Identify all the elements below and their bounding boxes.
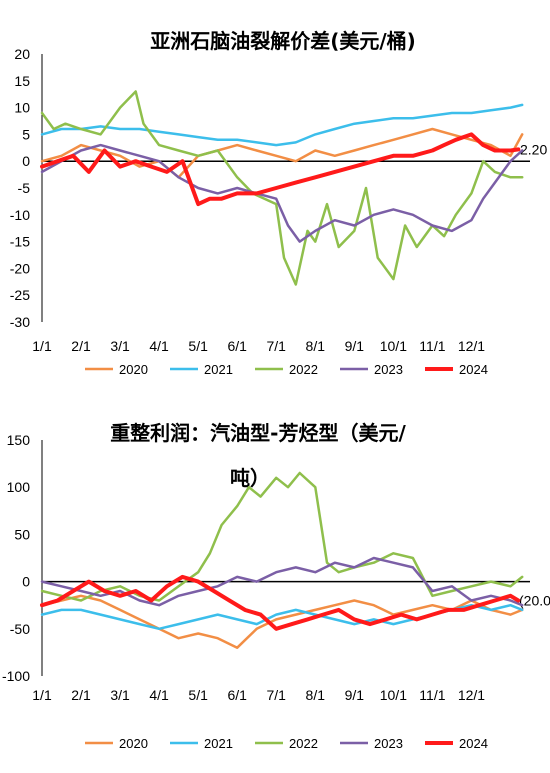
chart2-title-line1: 重整利润：汽油型-芳烃型（美元/ [110,421,406,445]
x-tick-label: 4/1 [149,687,169,703]
x-tick-label: 1/1 [32,338,52,354]
x-tick-label: 12/1 [458,338,485,354]
x-tick-label: 3/1 [110,687,130,703]
y-tick-label: 15 [14,73,30,89]
x-tick-label: 4/1 [149,338,169,354]
series-line-2021 [40,103,524,147]
chart2-series-lines [40,471,524,649]
y-tick-label: 5 [22,126,30,142]
x-tick-label: 2/1 [71,338,91,354]
series-line-2024 [40,132,521,207]
x-tick-label: 10/1 [380,338,407,354]
legend-label-2020: 2020 [119,736,148,751]
y-tick-label: 150 [7,432,31,448]
x-tick-label: 8/1 [306,687,326,703]
series-line-2020 [40,127,524,179]
legend-label-2023: 2023 [374,362,403,377]
x-tick-label: 1/1 [32,687,52,703]
y-tick-label: -50 [10,621,30,637]
chart1-legend: 2020 2021 2022 2023 2024 [85,362,488,377]
last-value-label: (20.00) [519,592,550,608]
last-value-label: 2.20 [520,141,547,157]
legend-label-2024: 2024 [459,362,488,377]
series-line-2024 [40,574,521,631]
series-line-2022 [40,471,524,602]
legend-label-2020: 2020 [119,362,148,377]
chart1-axes: 20 15 10 5 0 -5 -10 -15 -20 -25 -301/1 2/1 3/1 4/1 5/1… [10,46,548,354]
y-tick-label: 0 [22,574,30,590]
y-tick-label: 50 [14,526,30,542]
chart2-legend: 2020 2021 2022 2023 2024 [85,736,488,751]
y-tick-label: -5 [18,180,31,196]
chart2-title-line2: 吨） [230,466,270,490]
y-tick-label: -20 [10,260,30,276]
x-tick-label: 8/1 [306,338,326,354]
series-line-2023 [40,143,524,243]
x-tick-label: 11/1 [419,338,445,354]
y-tick-label: -100 [2,668,30,684]
x-tick-label: 9/1 [345,338,365,354]
x-tick-label: 7/1 [267,338,287,354]
y-tick-label: 100 [7,479,31,495]
legend-label-2024: 2024 [459,736,488,751]
x-tick-label: 5/1 [188,338,208,354]
y-tick-label: -30 [10,314,30,330]
x-tick-label: 6/1 [227,338,247,354]
x-tick-label: 7/1 [267,687,287,703]
x-tick-label: 10/1 [380,687,407,703]
y-tick-label: 0 [22,153,30,169]
x-tick-label: 2/1 [71,687,91,703]
y-tick-label: -15 [10,234,30,250]
y-tick-label: -25 [10,287,30,303]
series-line-2023 [40,556,524,607]
x-tick-label: 5/1 [188,687,208,703]
x-tick-label: 3/1 [110,338,130,354]
legend-label-2022: 2022 [289,362,318,377]
y-tick-label: -10 [10,207,30,223]
x-tick-label: 11/1 [419,687,445,703]
legend-label-2022: 2022 [289,736,318,751]
y-tick-label: 10 [14,100,30,116]
legend-label-2021: 2021 [204,362,233,377]
naphtha-crack-spread-chart: 亚洲石脑油裂解价差(美元/桶) 20 15 10 5 0 -5 -10 -15 -20 -25 -3… [10,29,548,377]
x-tick-label: 12/1 [458,687,485,703]
x-tick-label: 9/1 [345,687,365,703]
legend-label-2021: 2021 [204,736,233,751]
y-tick-label: 20 [14,46,30,62]
chart1-title: 亚洲石脑油裂解价差(美元/桶) [150,29,416,53]
series-line-2020 [40,594,524,649]
legend-label-2023: 2023 [374,736,403,751]
x-tick-label: 6/1 [227,687,247,703]
chart1-series-lines [40,90,524,286]
